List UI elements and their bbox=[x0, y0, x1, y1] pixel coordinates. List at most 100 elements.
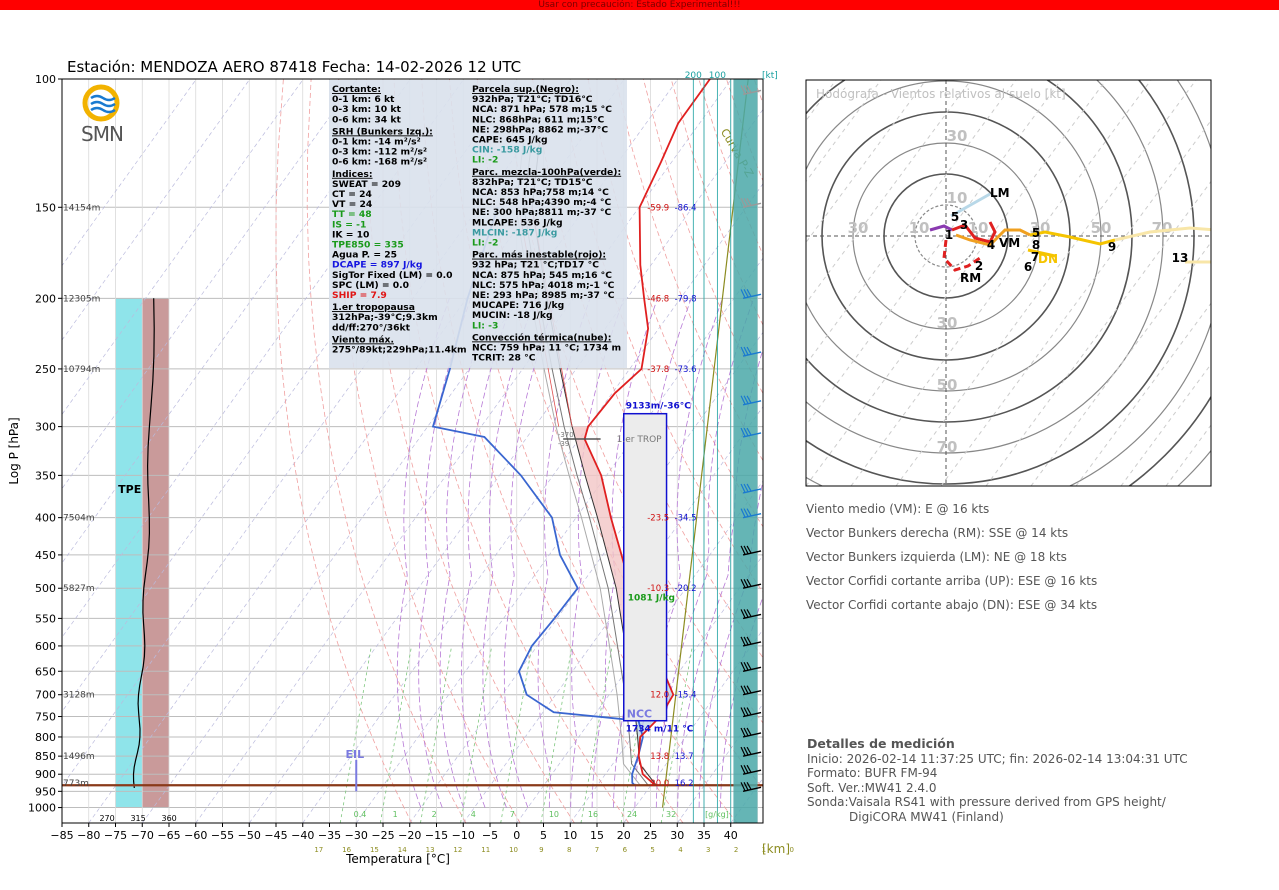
indices-line: 0-1 km: 6 kt bbox=[332, 94, 395, 105]
pressure-tick-label: 650 bbox=[35, 665, 56, 678]
wind-barb bbox=[743, 609, 749, 618]
temp-tick-label: −25 bbox=[371, 829, 394, 842]
hodo-segment bbox=[942, 239, 981, 272]
wind-barb bbox=[742, 550, 762, 556]
hodo-point-label: 13 bbox=[1172, 251, 1189, 265]
indices-line: MLCAPE: 536 J/kg bbox=[472, 217, 563, 228]
hodo-title: Hodógrafa - Vientos relativos al suelo [… bbox=[816, 87, 1066, 101]
pressure-tick-label: 900 bbox=[35, 768, 56, 781]
pressure-tick-label: 750 bbox=[35, 711, 56, 724]
smn-logo-waves bbox=[90, 94, 116, 114]
wind-info-vm: Viento medio (VM): E @ 16 kts bbox=[806, 502, 990, 516]
wind-barb bbox=[740, 545, 746, 555]
hodo-ring-label: 70 bbox=[1152, 219, 1173, 237]
wind-barb bbox=[743, 782, 749, 791]
pressure-tick-label: 200 bbox=[35, 292, 56, 305]
indices-line: TT = 48 bbox=[332, 209, 372, 220]
km-tick-label: 14 bbox=[398, 846, 407, 854]
indices-line: Convección térmica(nube): bbox=[472, 332, 611, 343]
theta-label: 270 bbox=[99, 814, 114, 823]
temp-tick-label: −40 bbox=[291, 829, 314, 842]
wind-barb bbox=[746, 85, 752, 93]
level-temp-label: -10.3 bbox=[647, 584, 669, 594]
temp-tick-label: −50 bbox=[238, 829, 261, 842]
height-label: 1496m bbox=[63, 752, 95, 762]
indices-line: 275°/89kt;229hPa;11.4km bbox=[332, 345, 467, 356]
hodo-diag bbox=[940, 119, 1211, 486]
wind-barb bbox=[742, 293, 762, 300]
hodo-segment bbox=[1029, 230, 1116, 246]
wind-barb bbox=[746, 578, 752, 587]
dry-adiabat bbox=[366, 79, 575, 823]
hodo-rm-label: RM bbox=[960, 271, 981, 285]
mixing-ratio-label: 4 bbox=[471, 810, 476, 819]
trop-small-label: -39 bbox=[558, 440, 569, 448]
moist-adiabat bbox=[698, 479, 763, 808]
mixing-ratio-line bbox=[540, 645, 573, 823]
wind-barb bbox=[743, 346, 749, 356]
wind-barb bbox=[743, 427, 749, 437]
temp-tick-label: 10 bbox=[563, 829, 577, 842]
indices-line: CIN: -158 J/kg bbox=[472, 145, 542, 156]
dry-adiabat bbox=[306, 79, 467, 823]
km-tick-label: 8 bbox=[567, 846, 571, 854]
wind-barb bbox=[740, 764, 746, 774]
dry-adiabat bbox=[393, 79, 630, 823]
wind-barb bbox=[743, 289, 749, 298]
moist-adiabat bbox=[537, 298, 591, 808]
km-tick-label: 5 bbox=[650, 846, 654, 854]
isotherm bbox=[62, 79, 304, 415]
wind-barb bbox=[742, 613, 762, 620]
hodo-diag bbox=[1075, 302, 1211, 486]
indices-line: SHIP = 7.9 bbox=[332, 290, 387, 301]
wind-barb bbox=[746, 508, 752, 517]
mixing-ratio-line bbox=[379, 645, 412, 823]
isotherm bbox=[62, 79, 197, 267]
mixing-ratio-label: 16 bbox=[588, 810, 598, 819]
height-label: 3128m bbox=[63, 691, 95, 701]
mixing-ratio-label: 10 bbox=[549, 810, 559, 819]
hodo-ring bbox=[883, 173, 1009, 299]
dry-adiabat bbox=[421, 79, 684, 823]
hodo-frame bbox=[805, 79, 1212, 487]
height-label: 5827m bbox=[63, 584, 95, 594]
wind-barb bbox=[743, 764, 749, 774]
wind-info-lm: Vector Bunkers izquierda (LM): NE @ 18 k… bbox=[806, 550, 1067, 564]
indices-line: SWEAT = 209 bbox=[332, 179, 401, 190]
moist-adiabat bbox=[720, 595, 763, 808]
indices-line: dd/ff:270°/36kt bbox=[332, 322, 411, 333]
height-label: 10794m bbox=[63, 365, 100, 375]
indices-line: CT = 24 bbox=[332, 189, 372, 200]
indices-line: Agua P. = 25 bbox=[332, 250, 397, 261]
mixing-ratio-line bbox=[500, 645, 533, 823]
level-dewpoint-label: -20.2 bbox=[675, 584, 697, 594]
wind-barb bbox=[740, 578, 746, 588]
level-temp-label: -23.5 bbox=[647, 514, 669, 524]
wind-barb bbox=[742, 202, 762, 208]
temp-tick-label: −70 bbox=[131, 829, 154, 842]
km-tick-label: 15 bbox=[370, 846, 379, 854]
wind-barb bbox=[740, 609, 746, 619]
wind-barb bbox=[743, 545, 749, 554]
moist-adiabat bbox=[570, 298, 625, 808]
hodo-diag bbox=[1256, 80, 1279, 486]
wind-barb bbox=[742, 751, 762, 757]
km-tick-label: 6 bbox=[623, 846, 628, 854]
theta-label: 360 bbox=[162, 814, 177, 823]
pressure-tick-label: 300 bbox=[35, 421, 56, 434]
hodo-segment bbox=[951, 221, 997, 244]
hodo-point-label: 9 bbox=[1108, 240, 1116, 254]
wind-barb bbox=[740, 289, 746, 299]
wind-barb bbox=[743, 508, 749, 517]
temp-tick-label: 30 bbox=[670, 829, 684, 842]
indices-line: LI: -2 bbox=[472, 155, 498, 166]
wind-barb bbox=[743, 661, 749, 671]
details-line: Inicio: 2026-02-14 11:37:25 UTC; fin: 20… bbox=[807, 751, 1188, 766]
wind-barb bbox=[746, 289, 752, 297]
indices-line: 832hPa; T21°C; TD15°C bbox=[472, 177, 593, 188]
wind-barb bbox=[746, 661, 752, 670]
moist-adiabat bbox=[482, 298, 536, 808]
hodo-ring-label: 30 bbox=[1030, 219, 1051, 237]
indices-line: 0-6 km: -168 m²/s² bbox=[332, 157, 427, 168]
hodo-ring bbox=[914, 204, 978, 268]
